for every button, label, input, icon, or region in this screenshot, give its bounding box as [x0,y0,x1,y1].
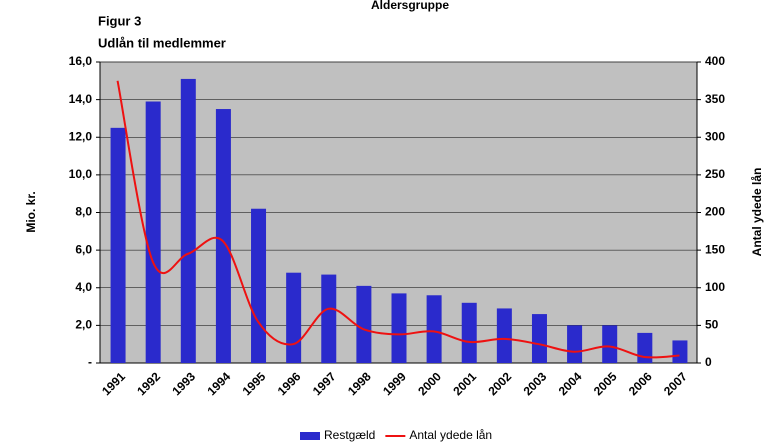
bar [637,332,653,363]
bar [356,285,372,363]
y-tick-label: 4,0 [75,280,92,294]
x-tick-label: 1998 [345,369,374,398]
bar [426,295,442,363]
x-tick-label: 1992 [134,369,163,398]
legend-label: Restgæld [324,428,375,442]
bar [180,78,196,364]
y-tick-label: - [88,355,92,369]
x-tick-label: 2004 [556,369,585,398]
bar [251,208,267,363]
bar [391,293,407,363]
y2-tick-label: 400 [705,54,725,68]
subtitle: Figur 3 [98,13,141,28]
x-tick-label: 2007 [661,369,690,398]
y2-tick-label: 0 [705,355,712,369]
x-tick-label: 1994 [204,369,233,398]
bar [672,340,688,363]
bar [145,101,161,363]
y2-tick-label: 150 [705,242,725,256]
line [116,80,680,359]
y2-tick-label: 200 [705,205,725,219]
x-tick-label: 1993 [169,369,198,398]
y-tick-label: 8,0 [75,205,92,219]
x-tick-label: 2002 [485,369,514,398]
x-tick-label: 2003 [521,369,550,398]
bar [602,325,618,363]
bar [531,314,547,363]
bar [496,308,512,363]
x-tick-label: 2001 [450,369,479,398]
x-tick-label: 1996 [275,369,304,398]
bar [567,325,583,363]
x-tick-label: 1995 [240,369,269,398]
legend-swatch [300,432,320,440]
bar [321,274,337,363]
x-tick-label: 2005 [591,369,620,398]
legend-label: Antal ydede lån [409,428,492,442]
chart-title: Aldersgruppe [371,0,449,12]
y-axis-label: Mio. kr. [24,191,38,232]
bar [215,109,231,363]
y-tick-label: 12,0 [69,129,93,143]
y-tick-label: 14,0 [69,92,93,106]
bar [110,127,126,363]
x-tick-label: 1999 [380,369,409,398]
y2-tick-label: 350 [705,92,725,106]
y2-tick-label: 50 [705,318,719,332]
y-tick-label: 10,0 [69,167,93,181]
y2-tick-label: 100 [705,280,725,294]
y-tick-label: 6,0 [75,242,92,256]
y2-axis-label: Antal ydede lån [750,168,764,257]
x-tick-label: 1997 [310,369,339,398]
bar [286,272,302,363]
x-tick-label: 1991 [99,369,128,398]
y-tick-label: 16,0 [69,54,93,68]
x-tick-label: 2000 [415,369,444,398]
y-tick-label: 2,0 [75,318,92,332]
bar [461,302,477,363]
y2-tick-label: 250 [705,167,725,181]
subtitle: Udlån til medlemmer [98,35,226,50]
y2-tick-label: 300 [705,129,725,143]
x-tick-label: 2006 [626,369,655,398]
